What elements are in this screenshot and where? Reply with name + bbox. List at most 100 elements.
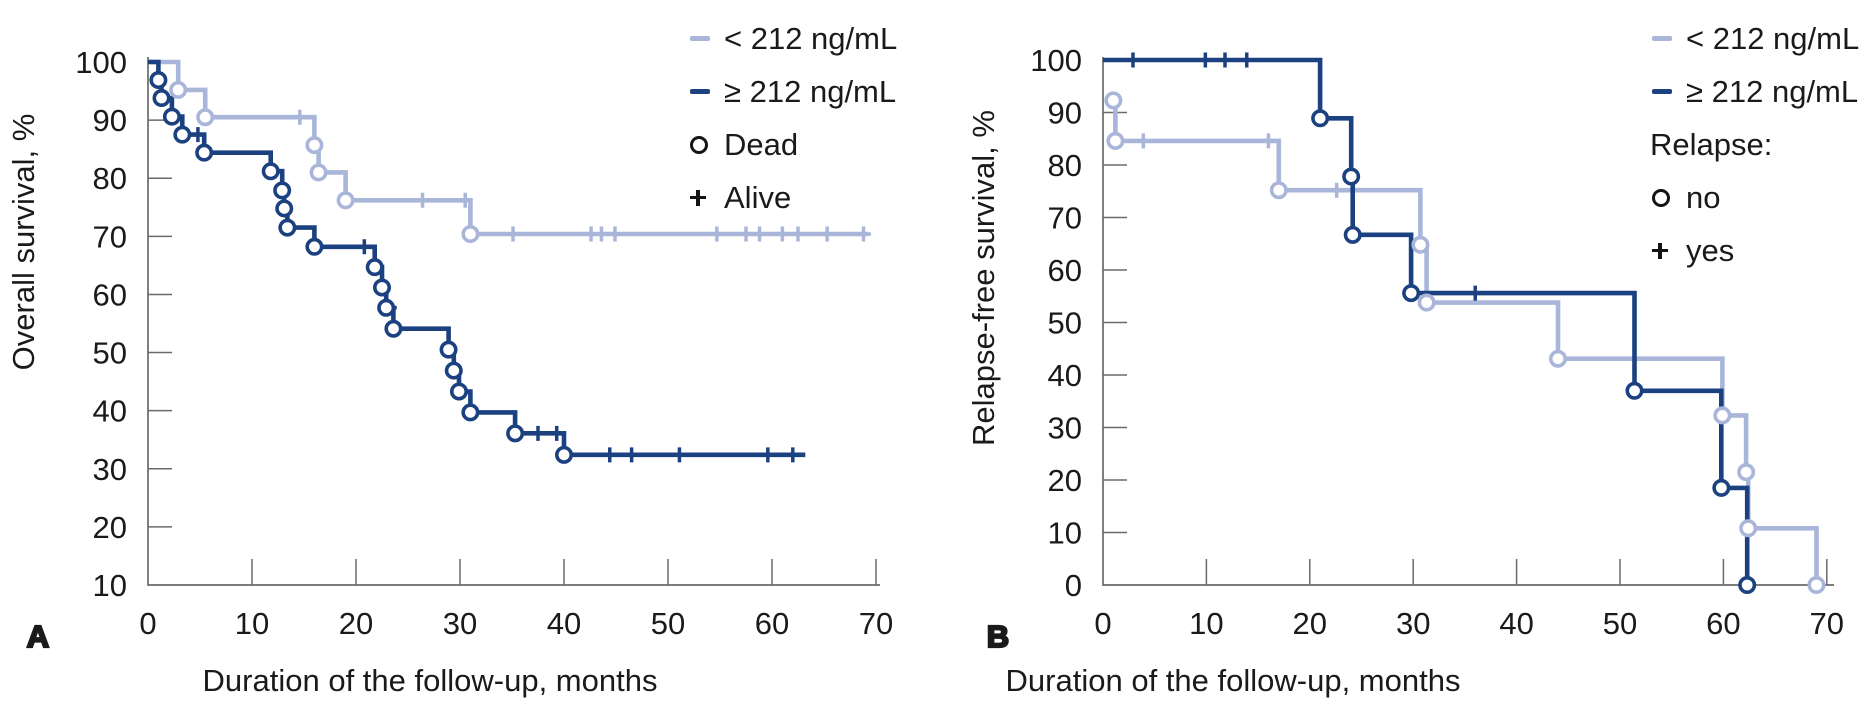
censor-plus-marker [292, 109, 308, 125]
event-circle-marker [384, 319, 403, 338]
y-tick-label: 20 [93, 510, 127, 545]
censor-plus-marker [607, 226, 623, 242]
censor-plus-marker [1260, 133, 1276, 149]
event-circle-marker [1713, 406, 1732, 425]
event-circle-marker [1737, 463, 1756, 482]
y-tick-label: 30 [93, 452, 127, 487]
censor-plus-marker [1125, 52, 1141, 68]
y-tick-label: 90 [93, 103, 127, 138]
censor-plus-marker [752, 226, 768, 242]
legend-label: yes [1686, 232, 1735, 268]
legend-label: < 212 ng/mL [1686, 20, 1860, 56]
x-tick-label: 20 [339, 606, 373, 641]
event-circle-marker [461, 403, 480, 422]
x-tick-label: 0 [1094, 606, 1111, 641]
dark-line-swatch-icon [1650, 89, 1686, 94]
censor-plus-marker [671, 447, 687, 463]
censor-plus-marker [785, 447, 801, 463]
event-circle-marker [1343, 225, 1362, 244]
event-circle-marker [1411, 235, 1430, 254]
legend-item-relapse-no: no [1650, 171, 1859, 224]
x-tick-label: 70 [859, 606, 893, 641]
legend-label: Dead [724, 126, 799, 162]
y-tick-label: 80 [93, 161, 127, 196]
km-curve-ge212 [1103, 57, 1750, 585]
event-circle-marker [309, 163, 328, 182]
event-circle-marker [152, 89, 171, 108]
x-tick-label: 10 [1189, 606, 1223, 641]
event-circle-marker [1712, 478, 1731, 497]
event-circle-marker [365, 258, 384, 277]
y-tick-label: 100 [75, 45, 127, 80]
event-circle-marker [261, 162, 280, 181]
event-circle-marker [377, 298, 396, 317]
panel-a-x-axis-title: Duration of the follow-up, months [202, 663, 658, 698]
light-line-swatch-icon [688, 36, 724, 41]
event-circle-marker [195, 143, 214, 162]
legend-item-dead: Dead [688, 118, 897, 171]
legend-label: ≥ 212 ng/mL [724, 73, 897, 109]
event-circle-marker [1807, 575, 1826, 594]
censor-plus-marker [1135, 133, 1151, 149]
x-tick-label: 30 [443, 606, 477, 641]
y-tick-label: 10 [93, 568, 127, 603]
censor-plus-marker [530, 425, 546, 441]
event-circle-marker [1738, 575, 1757, 594]
y-tick-label: 70 [93, 219, 127, 254]
censor-plus-marker [1467, 285, 1483, 301]
censor-plus-marker [190, 127, 206, 143]
panel-letter: A [27, 619, 49, 654]
event-circle-marker [278, 218, 297, 237]
censor-plus-marker [593, 226, 609, 242]
censor-plus-marker [1239, 52, 1255, 68]
panel-b-x-axis-title: Duration of the follow-up, months [1005, 663, 1461, 698]
legend-label: ≥ 212 ng/mL [1686, 73, 1859, 109]
legend-label: < 212 ng/mL [724, 20, 898, 56]
event-circle-marker [1625, 381, 1644, 400]
event-circle-marker [1548, 349, 1567, 368]
censor-plus-marker [709, 226, 725, 242]
y-tick-label: 100 [1030, 43, 1082, 78]
legend-label: no [1686, 179, 1721, 215]
x-tick-label: 70 [1810, 606, 1844, 641]
event-circle-marker [1342, 167, 1361, 186]
censor-plus-marker [415, 192, 431, 208]
x-tick-label: 40 [1499, 606, 1533, 641]
censor-plus-marker [760, 447, 776, 463]
event-circle-marker [1106, 131, 1125, 150]
dead-circle-icon [688, 135, 724, 154]
x-tick-label: 20 [1293, 606, 1327, 641]
relapse-no-circle-icon [1650, 188, 1686, 207]
axis-line [1102, 57, 1834, 586]
x-tick-label: 0 [139, 606, 156, 641]
x-tick-label: 50 [651, 606, 685, 641]
event-circle-marker [449, 382, 468, 401]
event-circle-marker [336, 191, 355, 210]
event-circle-marker [372, 278, 391, 297]
censor-plus-marker [602, 447, 618, 463]
panel-a-plot-area: 10 20 30 40 50 60 70 80 90 100 0 10 20 30 40 50 60 70 A [26, 45, 894, 655]
legend-item-alive: Alive [688, 171, 897, 224]
panel-a-legend: < 212 ng/mL ≥ 212 ng/mL Dead Alive [688, 12, 897, 224]
axis-line [147, 57, 880, 586]
event-circle-marker [1417, 293, 1436, 312]
censor-plus-marker [457, 192, 473, 208]
y-tick-label: 60 [93, 277, 127, 312]
panel-letter: B [987, 619, 1009, 654]
event-circle-marker [1269, 181, 1288, 200]
y-tick-label: 30 [1048, 411, 1082, 446]
event-circle-marker [1311, 109, 1330, 128]
y-tick-label: 40 [1048, 358, 1082, 393]
censor-plus-marker [819, 226, 835, 242]
panel-a-y-axis-title: Overall survival, % [6, 113, 41, 371]
censor-plus-marker [790, 226, 806, 242]
x-tick-label: 30 [1396, 606, 1430, 641]
event-circle-marker [275, 199, 294, 218]
legend-item-lt212: < 212 ng/mL [1650, 12, 1859, 65]
censor-plus-marker [1217, 52, 1233, 68]
relapse-yes-plus-icon [1650, 242, 1686, 259]
y-tick-label: 40 [93, 394, 127, 429]
censor-plus-marker [774, 226, 790, 242]
event-circle-marker [1739, 519, 1758, 538]
